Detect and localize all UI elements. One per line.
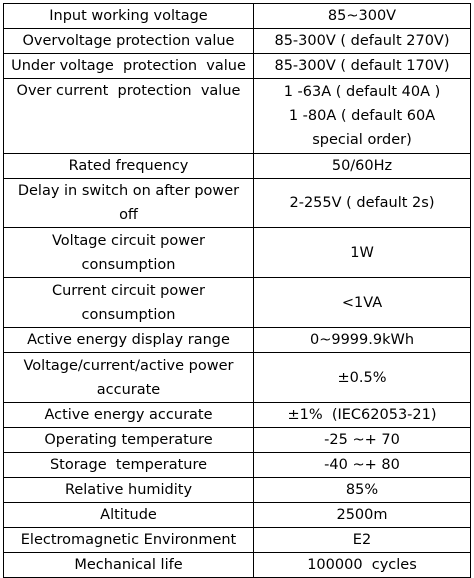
value-cell: 85% [253,477,471,503]
value-cell: 85-300V ( default 170V) [253,53,471,79]
parameter-cell: Input working voltage [3,3,254,29]
value-cell: 1W [253,227,471,278]
value-line: 1 -63A ( default 40A ) [283,84,441,100]
table-row: Delay in switch on after power off 2-255V… [3,178,471,228]
parameter-cell: Current circuit power consumption [3,277,254,328]
parameter-cell: Relative humidity [3,477,254,503]
table-row: Storage temperature -40 ~+ 80 [3,452,471,478]
table-row: Rated frequency 50/60Hz [3,153,471,179]
parameter-cell: Voltage circuit power consumption [3,227,254,278]
parameter-cell: Over current protection value [3,78,254,154]
value-cell: 2500m [253,502,471,528]
table-row: Active energy accurate ±1% (IEC62053-21) [3,402,471,428]
table-row: Voltage circuit power consumption 1W [3,227,471,278]
table-row: Over current protection value 1 -63A ( de… [3,78,471,154]
parameter-cell: Active energy accurate [3,402,254,428]
parameter-cell: Operating temperature [3,427,254,453]
table-row: Current circuit power consumption <1VA [3,277,471,328]
value-line: special order) [312,132,412,148]
value-cell: 50/60Hz [253,153,471,179]
parameter-cell: Altitude [3,502,254,528]
table-row: Electromagnetic Environment E2 [3,527,471,553]
table-row: Altitude 2500m [3,502,471,528]
value-cell: 0~9999.9kWh [253,327,471,353]
table-row: Under voltage protection value 85-300V ( … [3,53,471,79]
parameter-cell: Voltage/current/active power accurate [3,352,254,403]
parameter-cell: Under voltage protection value [3,53,254,79]
value-cell: 85-300V ( default 270V) [253,28,471,54]
table-row: Voltage/current/active power accurate ±0.… [3,352,471,403]
value-cell: -25 ~+ 70 [253,427,471,453]
value-cell: ±0.5% [253,352,471,403]
parameter-cell: Storage temperature [3,452,254,478]
value-cell: 85~300V [253,3,471,29]
value-cell: <1VA [253,277,471,328]
value-line: 1 -80A ( default 60A [288,108,436,124]
table-row: Input working voltage 85~300V [3,3,471,29]
value-cell: 2-255V ( default 2s) [253,178,471,228]
table-row: Operating temperature -25 ~+ 70 [3,427,471,453]
table-row: Relative humidity 85% [3,477,471,503]
parameter-cell: Delay in switch on after power off [3,178,254,228]
table-row: Overvoltage protection value 85-300V ( de… [3,28,471,54]
table-row: Active energy display range 0~9999.9kWh [3,327,471,353]
value-cell: E2 [253,527,471,553]
spec-table: Input working voltage 85~300V Overvoltage … [3,3,471,578]
parameter-cell: Rated frequency [3,153,254,179]
parameter-cell: Active energy display range [3,327,254,353]
parameter-cell: Overvoltage protection value [3,28,254,54]
value-cell: ±1% (IEC62053-21) [253,402,471,428]
value-cell: 1 -63A ( default 40A ) 1 -80A ( default 6… [253,78,471,154]
value-cell: -40 ~+ 80 [253,452,471,478]
parameter-cell: Electromagnetic Environment [3,527,254,553]
